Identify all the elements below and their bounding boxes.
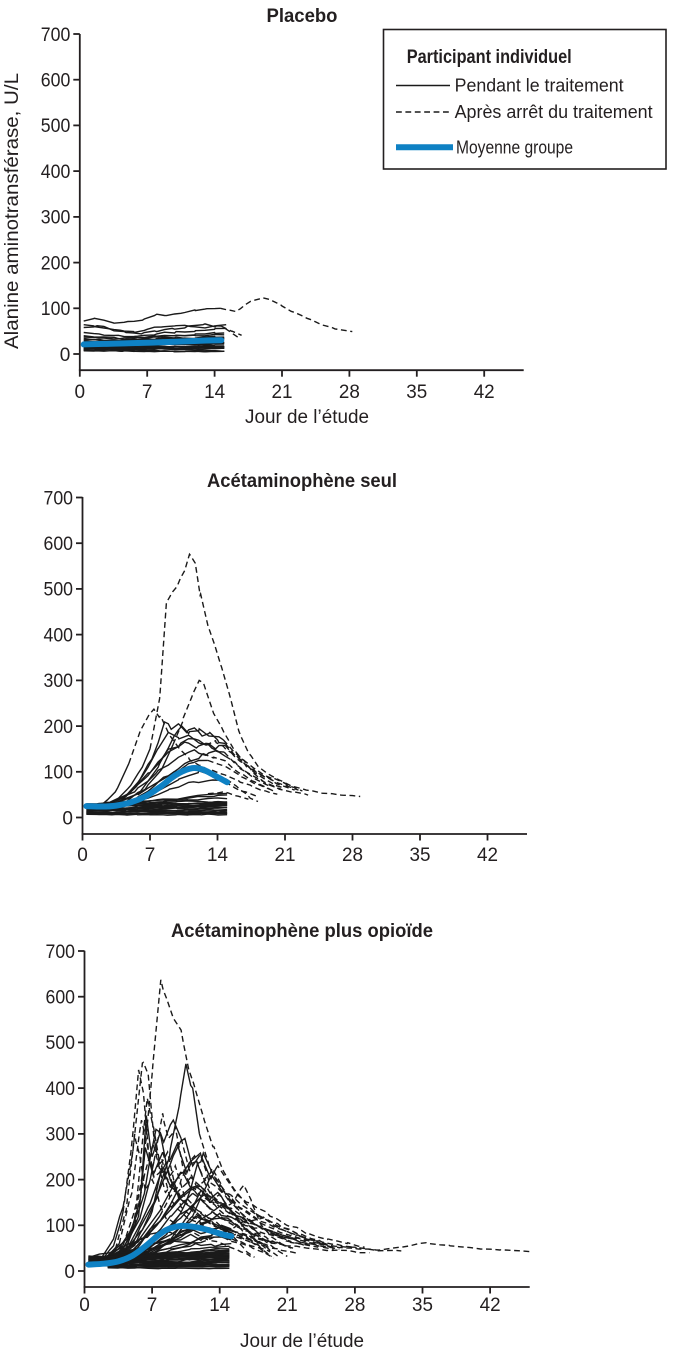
svg-text:600: 600 <box>46 988 76 1009</box>
svg-text:Placebo: Placebo <box>267 5 338 27</box>
svg-text:7: 7 <box>147 1295 158 1316</box>
svg-text:14: 14 <box>204 382 225 403</box>
svg-text:Acétaminophène seul: Acétaminophène seul <box>207 470 397 492</box>
svg-text:0: 0 <box>77 845 88 866</box>
svg-text:100: 100 <box>41 299 71 320</box>
svg-text:42: 42 <box>480 1295 501 1316</box>
svg-text:42: 42 <box>477 845 498 866</box>
svg-text:35: 35 <box>410 845 431 866</box>
svg-text:700: 700 <box>41 25 71 46</box>
svg-text:28: 28 <box>344 1295 365 1316</box>
svg-text:200: 200 <box>41 253 71 274</box>
svg-text:500: 500 <box>44 580 74 601</box>
svg-text:42: 42 <box>474 382 495 403</box>
svg-text:0: 0 <box>79 1295 90 1316</box>
svg-text:0: 0 <box>60 345 71 366</box>
svg-text:500: 500 <box>46 1033 76 1054</box>
svg-text:35: 35 <box>406 382 427 403</box>
svg-text:21: 21 <box>275 845 296 866</box>
svg-text:400: 400 <box>44 625 74 646</box>
svg-text:0: 0 <box>62 808 73 829</box>
svg-text:28: 28 <box>342 845 363 866</box>
svg-text:Jour de l’étude: Jour de l’étude <box>245 407 369 428</box>
svg-text:300: 300 <box>46 1125 76 1146</box>
svg-text:Moyenne groupe: Moyenne groupe <box>456 136 573 157</box>
svg-text:Participant individuel: Participant individuel <box>407 47 572 68</box>
svg-text:14: 14 <box>209 1295 230 1316</box>
svg-text:700: 700 <box>44 488 74 509</box>
svg-text:300: 300 <box>44 671 74 692</box>
svg-text:500: 500 <box>41 116 71 137</box>
svg-text:700: 700 <box>46 942 76 963</box>
svg-text:400: 400 <box>46 1079 76 1100</box>
svg-text:100: 100 <box>46 1216 76 1237</box>
svg-text:Acétaminophène plus opioïde: Acétaminophène plus opioïde <box>171 920 433 942</box>
svg-text:100: 100 <box>44 763 74 784</box>
svg-text:Alanine aminotransférase, U/L: Alanine aminotransférase, U/L <box>2 73 23 349</box>
svg-text:600: 600 <box>41 71 71 92</box>
svg-text:400: 400 <box>41 162 71 183</box>
svg-text:7: 7 <box>145 845 156 866</box>
svg-text:Pendant le traitement: Pendant le traitement <box>455 75 624 96</box>
svg-text:35: 35 <box>412 1295 433 1316</box>
svg-text:0: 0 <box>64 1262 75 1283</box>
svg-text:21: 21 <box>277 1295 298 1316</box>
svg-text:600: 600 <box>44 534 74 555</box>
svg-text:21: 21 <box>272 382 293 403</box>
svg-text:300: 300 <box>41 208 71 229</box>
svg-text:28: 28 <box>339 382 360 403</box>
svg-text:Après arrêt du traitement: Après arrêt du traitement <box>455 101 653 122</box>
svg-text:7: 7 <box>142 382 153 403</box>
svg-text:14: 14 <box>207 845 228 866</box>
svg-text:200: 200 <box>44 717 74 738</box>
svg-text:200: 200 <box>46 1170 76 1191</box>
svg-text:0: 0 <box>75 382 86 403</box>
svg-text:Jour de l’étude: Jour de l’étude <box>240 1331 364 1352</box>
